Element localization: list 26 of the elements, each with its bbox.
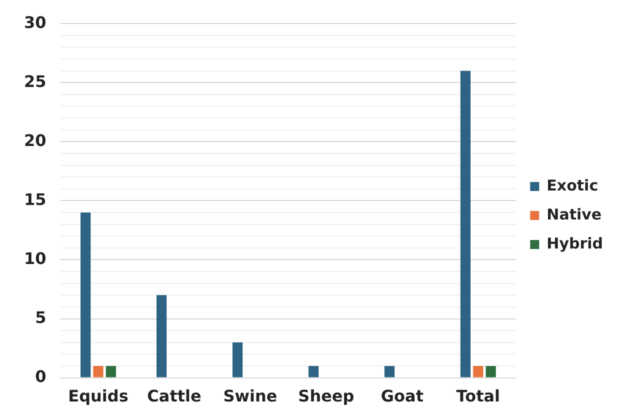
y-tick-label: 30 (24, 12, 46, 32)
y-tick-label: 20 (24, 130, 46, 150)
bar (384, 366, 395, 378)
x-tick-label: Total (456, 386, 500, 406)
bar (156, 295, 167, 378)
legend-label: Native (546, 205, 602, 224)
y-tick-label: 25 (24, 72, 46, 91)
x-tick-label: Goat (380, 386, 424, 406)
bar (232, 342, 243, 378)
bar (93, 366, 104, 378)
x-tick-label: Swine (223, 386, 278, 406)
y-tick-label: 15 (24, 190, 46, 209)
y-tick-label: 5 (35, 308, 46, 327)
bar (308, 366, 319, 378)
bar (80, 212, 91, 378)
bar (106, 366, 116, 378)
legend-label: Hybrid (546, 234, 604, 252)
legend-label: Exotic (546, 176, 598, 194)
bar (460, 70, 471, 378)
bar (486, 366, 496, 378)
y-tick-label: 0 (35, 366, 46, 386)
x-tick-label: Cattle (147, 386, 202, 406)
bar (473, 366, 484, 378)
y-tick-label: 10 (24, 248, 46, 268)
x-tick-label: Equids (68, 386, 128, 406)
x-tick-label: Sheep (298, 386, 354, 406)
